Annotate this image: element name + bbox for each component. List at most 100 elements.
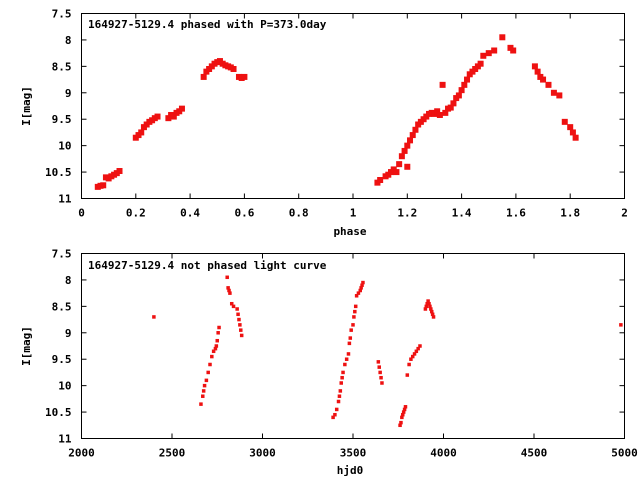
data-point xyxy=(339,381,343,385)
data-point xyxy=(428,304,432,309)
x-tick-label: 0.4 xyxy=(180,207,200,220)
y-tick-label: 11 xyxy=(58,433,72,446)
data-point xyxy=(429,309,434,314)
data-point xyxy=(404,163,411,170)
markers-unphased xyxy=(152,275,623,428)
data-point xyxy=(346,352,351,356)
data-point xyxy=(230,66,237,72)
x-tick-label: 5000 xyxy=(611,447,638,460)
data-point xyxy=(202,383,207,388)
data-point xyxy=(229,301,234,306)
data-point xyxy=(401,410,406,414)
x-ticks-unphased: 2000 2500 3000 3500 4000 4500 5000 xyxy=(68,253,638,460)
data-point xyxy=(409,132,416,139)
data-point xyxy=(402,407,407,412)
y-tick-label: 8.5 xyxy=(52,300,72,313)
y-tick-label: 9 xyxy=(65,87,72,100)
x-tick-label: 1.2 xyxy=(397,207,417,220)
data-point xyxy=(210,354,214,359)
data-point xyxy=(414,349,419,354)
data-point xyxy=(138,129,145,136)
y-tick-label: 10 xyxy=(58,380,71,393)
x-tick-label: 0 xyxy=(78,207,85,220)
data-point xyxy=(561,118,568,125)
data-point xyxy=(499,34,506,41)
data-point xyxy=(227,288,231,293)
x-axis-label-phased: phase xyxy=(333,225,366,238)
data-point xyxy=(239,333,244,338)
data-point xyxy=(354,294,359,298)
data-point xyxy=(214,344,219,348)
data-point xyxy=(377,177,384,183)
x-tick-label: 1 xyxy=(350,207,357,220)
data-point xyxy=(426,299,430,303)
data-point xyxy=(352,315,356,319)
y-tick-label: 9.5 xyxy=(52,353,72,366)
data-point xyxy=(461,81,468,88)
data-point xyxy=(430,312,435,317)
data-point xyxy=(436,111,443,118)
data-point xyxy=(238,323,242,327)
data-point xyxy=(347,341,352,346)
data-point xyxy=(360,283,364,287)
data-point xyxy=(424,304,429,309)
chart-title-unphased: 164927-5129.4 not phased light curve xyxy=(88,259,327,272)
x-tick-label: 0.2 xyxy=(126,207,146,220)
data-point xyxy=(165,115,172,122)
data-point xyxy=(403,405,408,409)
data-point xyxy=(429,307,433,311)
data-point xyxy=(510,47,517,54)
x-tick-label: 0.6 xyxy=(234,207,254,220)
data-point xyxy=(215,338,219,343)
data-point xyxy=(228,291,232,295)
data-point xyxy=(348,336,353,340)
data-point xyxy=(393,169,400,176)
data-point xyxy=(572,134,579,141)
y-tick-label: 8 xyxy=(65,34,72,47)
data-point xyxy=(336,399,341,404)
y-ticks-unphased: 7.5 8 8.5 9 9.5 10 10.5 11 xyxy=(45,248,625,446)
data-point xyxy=(569,129,576,136)
data-point xyxy=(359,286,363,290)
data-point xyxy=(154,113,161,120)
data-point xyxy=(116,168,123,175)
data-point xyxy=(434,108,441,115)
data-point xyxy=(401,412,405,417)
data-point xyxy=(464,76,471,83)
data-point xyxy=(377,365,381,369)
x-tick-label: 4500 xyxy=(521,447,548,460)
data-point xyxy=(351,323,355,327)
x-axis-label-unphased: hjd0 xyxy=(337,464,364,477)
y-tick-label: 7.5 xyxy=(52,248,72,261)
data-point xyxy=(376,360,381,364)
data-point xyxy=(455,92,462,99)
data-point xyxy=(491,47,498,54)
data-point xyxy=(361,280,365,285)
y-tick-label: 10.5 xyxy=(45,406,72,419)
data-point xyxy=(396,161,403,168)
data-point xyxy=(353,304,358,309)
x-tick-label: 2000 xyxy=(68,447,95,460)
data-point xyxy=(427,301,431,306)
data-point xyxy=(237,317,241,322)
data-point xyxy=(225,275,229,280)
data-point xyxy=(412,352,417,356)
data-point xyxy=(556,92,563,99)
x-tick-label: 4000 xyxy=(430,447,457,460)
data-point xyxy=(235,307,239,311)
data-point xyxy=(204,378,209,383)
data-point xyxy=(418,344,422,348)
data-point xyxy=(404,142,411,149)
data-point xyxy=(423,307,428,311)
data-point xyxy=(343,362,347,367)
data-point xyxy=(241,73,248,80)
data-point xyxy=(213,346,218,351)
data-point xyxy=(540,76,547,83)
data-point xyxy=(399,420,403,425)
data-point xyxy=(356,291,361,295)
x-tick-label: 3500 xyxy=(340,447,367,460)
data-point xyxy=(480,52,487,59)
data-point xyxy=(398,153,405,160)
data-point xyxy=(550,89,557,96)
data-point xyxy=(208,362,212,367)
